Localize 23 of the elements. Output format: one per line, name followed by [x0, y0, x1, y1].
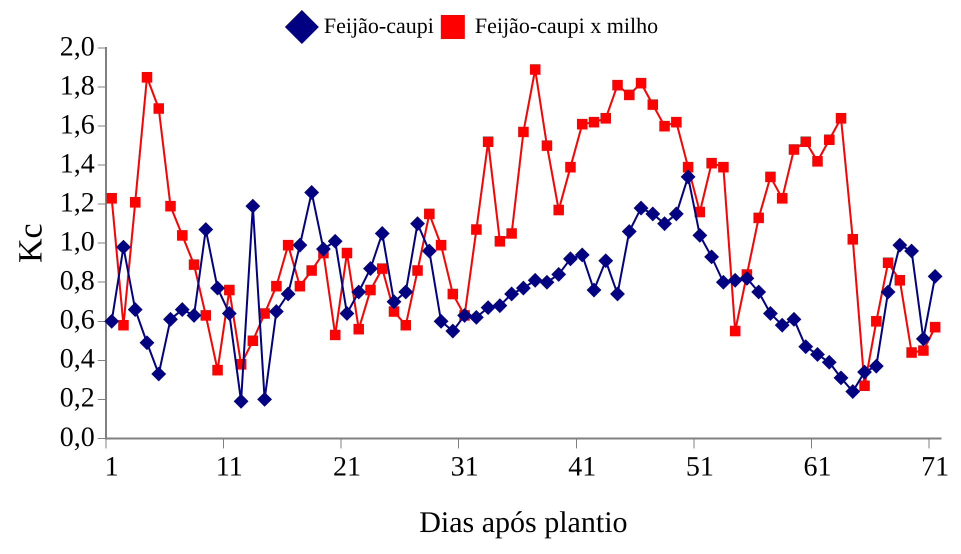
y-tick-label: 1,8 [60, 70, 95, 102]
y-tick-label: 0,0 [60, 422, 95, 453]
x-tick-label: 71 [921, 452, 950, 483]
x-tick-label: 51 [686, 452, 714, 483]
legend-label: Feijão-caupi [324, 12, 434, 38]
y-tick-label: 0,8 [60, 266, 95, 297]
x-tick-label: 1 [104, 452, 119, 483]
y-tick-label: 1,0 [60, 226, 95, 258]
y-tick-label: 1,2 [60, 188, 95, 219]
y-tick-label: 0,6 [60, 304, 95, 336]
x-axis-title: Dias após plantio [419, 506, 628, 539]
y-tick-label: 1,6 [60, 109, 95, 140]
y-tick-label: 0,4 [60, 344, 95, 375]
y-tick-label: 2,0 [60, 31, 95, 62]
x-tick-label: 41 [568, 452, 596, 483]
x-tick-label: 11 [216, 452, 243, 483]
y-tick-label: 1,4 [60, 148, 95, 180]
y-axis-title: Kc [12, 223, 50, 264]
x-tick-label: 21 [332, 452, 361, 483]
y-tick-label: 0,2 [60, 382, 95, 414]
legend-label: Feijão-caupi x milho [474, 12, 658, 38]
x-tick-label: 31 [450, 452, 479, 483]
x-tick-label: 61 [803, 452, 832, 483]
